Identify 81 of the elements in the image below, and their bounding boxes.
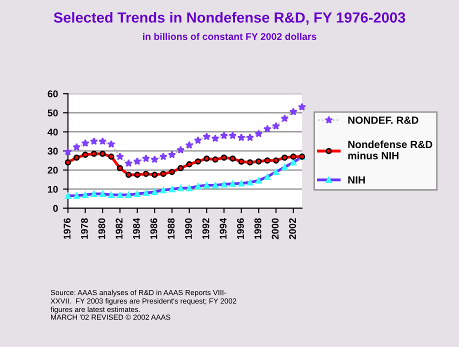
x-tick-label: 1976 — [64, 218, 71, 239]
point — [186, 161, 192, 168]
y-tick-label: 30 — [48, 148, 58, 155]
point — [82, 152, 88, 158]
point — [246, 159, 254, 166]
point — [133, 157, 142, 165]
point — [256, 158, 262, 165]
point — [160, 170, 166, 177]
point — [298, 102, 306, 111]
x-tick-label: 1982 — [116, 218, 123, 239]
y-tick-label: 40 — [48, 128, 58, 136]
point — [90, 150, 98, 157]
point — [81, 139, 90, 147]
point — [178, 164, 184, 172]
point — [220, 154, 228, 161]
point — [73, 154, 80, 161]
x-tick-label: 1988 — [168, 218, 175, 239]
chart-subtitle: in billions of constant FY 2002 dollars — [143, 32, 316, 40]
y-tick-label: 10 — [48, 186, 58, 193]
point — [64, 148, 72, 156]
x-tick-label: 1994 — [220, 218, 227, 239]
point — [142, 170, 150, 177]
point — [185, 141, 194, 149]
point — [134, 172, 140, 178]
x-tick-label: 1998 — [254, 218, 262, 239]
point — [125, 172, 132, 178]
point — [107, 140, 116, 148]
point — [108, 154, 114, 160]
legend-label: NONDEF. R&D — [348, 116, 418, 124]
point — [237, 133, 246, 142]
point — [263, 124, 272, 132]
legend-label: Nondefense R&D minus NIH — [348, 140, 432, 160]
point — [220, 132, 228, 140]
point — [272, 157, 280, 164]
point — [90, 137, 98, 145]
point — [159, 152, 168, 160]
x-tick-label: 2000 — [272, 218, 279, 240]
point — [254, 130, 263, 138]
point — [272, 122, 280, 130]
point — [99, 150, 106, 157]
point — [204, 155, 210, 162]
point — [211, 134, 220, 142]
point — [176, 146, 185, 154]
y-tick-label: 60 — [48, 90, 58, 98]
y-tick-label: 20 — [48, 166, 58, 174]
point — [116, 152, 124, 160]
point — [230, 155, 236, 162]
x-tick-label: 1978 — [80, 218, 88, 239]
point — [228, 132, 237, 140]
point — [202, 132, 211, 140]
point — [168, 150, 176, 158]
point — [280, 114, 289, 122]
point — [124, 159, 133, 167]
point — [72, 142, 81, 151]
point — [238, 158, 244, 165]
x-tick-label: 1980 — [98, 218, 106, 239]
point — [212, 156, 218, 163]
point — [116, 164, 124, 172]
x-tick-label: 1996 — [237, 218, 244, 239]
point — [282, 154, 288, 161]
point — [64, 159, 72, 166]
x-tick-label: 2002 — [289, 218, 296, 240]
point — [290, 154, 296, 160]
point — [142, 154, 150, 162]
point — [150, 155, 159, 164]
x-tick-label: 1992 — [202, 218, 210, 239]
point — [98, 137, 107, 145]
chart-title: Selected Trends in Nondefense R&D, FY 1976-2003 — [54, 12, 406, 25]
x-tick-label: 1990 — [185, 218, 192, 239]
point — [264, 157, 270, 164]
legend-label: NIH — [348, 176, 365, 184]
y-tick-label: 50 — [48, 110, 58, 116]
point — [194, 136, 202, 144]
point — [168, 168, 176, 176]
point — [152, 172, 158, 178]
y-tick-label: 0 — [53, 204, 58, 212]
x-tick-label: 1984 — [133, 218, 140, 239]
x-tick-label: 1986 — [150, 218, 158, 239]
point — [194, 158, 202, 165]
point — [246, 133, 254, 142]
point — [289, 108, 298, 116]
